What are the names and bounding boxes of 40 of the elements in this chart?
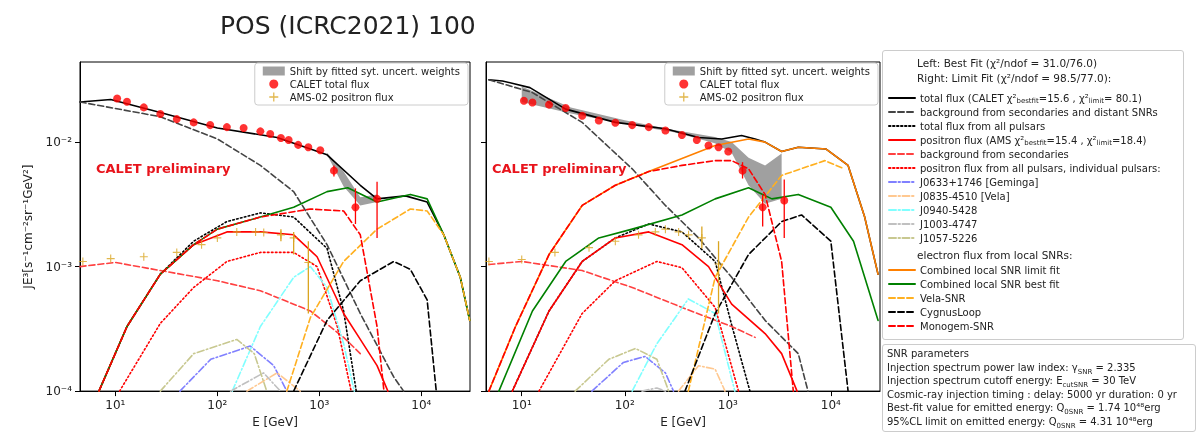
x-tick-label: 10² [614, 398, 635, 413]
x-axis-title: E [GeV] [252, 415, 298, 429]
annotation: CALET preliminary [492, 161, 628, 176]
legend-label: Shift by fitted syt. uncert. weights [289, 65, 461, 77]
chart-title: POS (ICRC2021) 100 [220, 11, 476, 40]
x-tick-label: 10³ [717, 398, 739, 413]
x-tick-label: 10⁴ [411, 398, 432, 413]
legend-label: background from secondaries [920, 148, 1069, 160]
legend-label: background from secondaries and distant SNRs [920, 106, 1158, 118]
legend-label: AMS-02 positron flux [699, 91, 804, 103]
legend-label: AMS-02 positron flux [289, 91, 394, 103]
legend-label: positron flux from all pulsars, individual pulsars: [920, 162, 1161, 174]
x-tick-label: 10¹ [105, 398, 126, 413]
text: SNR parameters Injection spectrum power law index: γ$_{SNR}$ = 2.335 Injection spectrum cutoff energy: E$_{cutSNR}$ = 30 TeV Cosmic-ray injection timing : delay: 5000 yr duration: 0 yr Best-fit value for emitted energy: Q$_{0SNR}$ = 1.74 10⁴⁸erg 95%CL limit on emitted energy: Q$_{0SNR}$ = 4.31 10⁴⁸erg [887, 348, 1177, 430]
legend-label: Combined local SNR best fit [920, 278, 1060, 290]
x-axis-title: E [GeV] [660, 415, 706, 429]
x-tick-label: 10² [207, 398, 228, 413]
x-tick-label: 10¹ [511, 398, 532, 413]
y-axis-title: JE³[s⁻¹cm⁻²sr⁻¹GeV²] [21, 164, 35, 290]
legend-label: J1057-5226 [919, 232, 978, 244]
y-tick-label: 10⁻⁴ [45, 384, 73, 399]
legend-label: CALET total flux [699, 78, 780, 90]
x-tick-label: 10³ [309, 398, 330, 413]
y-tick-label: 10⁻³ [45, 259, 73, 274]
annotation: CALET preliminary [96, 161, 232, 176]
legend-label: J0940-5428 [919, 204, 978, 216]
legend-label: Monogem-SNR [920, 320, 994, 332]
legend-label: CALET total flux [289, 78, 370, 90]
legend-label: Combined local SNR limit fit [920, 264, 1060, 276]
legend-label: J0835-4510 [Vela] [919, 190, 1010, 202]
legend-label: J1003-4747 [919, 218, 978, 230]
legend-label: total flux from all pulsars [920, 120, 1046, 132]
x-tick-label: 10⁴ [820, 398, 842, 413]
legend-label: CygnusLoop [920, 306, 982, 318]
legend-title: Left: Best Fit (χ²/ndof = 31.0/76.0) Right: Limit Fit (χ²/ndof = 98.5/77.0): [917, 56, 1112, 86]
legend-label: Shift by fitted syt. uncert. weights [699, 65, 871, 77]
y-tick-label: 10⁻² [45, 135, 73, 150]
legend-label: Vela-SNR [920, 292, 966, 304]
legend-label: J0633+1746 [Geminga] [919, 176, 1039, 188]
text: electron flux from local SNRs: [917, 249, 1073, 261]
